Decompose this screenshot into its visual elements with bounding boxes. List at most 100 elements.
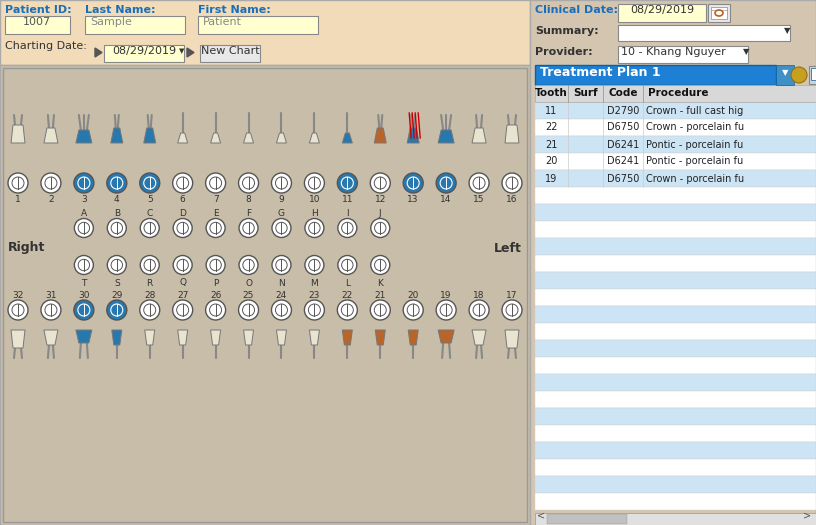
Polygon shape — [375, 128, 386, 143]
Text: ▼: ▼ — [180, 48, 184, 54]
Text: 5: 5 — [147, 195, 153, 205]
Polygon shape — [472, 330, 486, 345]
Circle shape — [305, 218, 324, 237]
Text: J: J — [379, 208, 382, 217]
Text: 1: 1 — [16, 195, 21, 205]
Bar — [5, 16, 70, 34]
Circle shape — [304, 173, 325, 193]
Text: >: > — [803, 510, 811, 520]
Text: Summary:: Summary: — [535, 26, 599, 36]
Text: Surf: Surf — [573, 89, 598, 99]
Text: 17: 17 — [506, 290, 517, 299]
Text: Code: Code — [608, 89, 638, 99]
Text: 28: 28 — [144, 290, 155, 299]
Bar — [535, 374, 816, 391]
Bar — [535, 357, 816, 374]
Circle shape — [173, 173, 193, 193]
Circle shape — [140, 300, 160, 320]
Bar — [535, 221, 816, 238]
Text: 4: 4 — [114, 195, 120, 205]
Bar — [708, 4, 730, 22]
Circle shape — [140, 218, 159, 237]
Text: K: K — [377, 278, 384, 288]
Text: A: A — [81, 208, 87, 217]
Text: L: L — [345, 278, 350, 288]
Text: 25: 25 — [243, 290, 255, 299]
Text: D6241: D6241 — [607, 140, 639, 150]
Circle shape — [469, 300, 489, 320]
Polygon shape — [438, 330, 455, 343]
Bar — [200, 45, 260, 62]
Bar — [547, 514, 627, 524]
Circle shape — [370, 173, 390, 193]
Circle shape — [173, 218, 192, 237]
Circle shape — [338, 218, 357, 237]
Polygon shape — [44, 330, 58, 345]
Polygon shape — [375, 330, 385, 345]
Circle shape — [337, 300, 357, 320]
Text: 27: 27 — [177, 290, 188, 299]
Circle shape — [206, 256, 225, 275]
Text: 26: 26 — [210, 290, 221, 299]
Text: Right: Right — [8, 242, 46, 255]
Polygon shape — [11, 125, 25, 143]
Text: 19: 19 — [441, 290, 452, 299]
Text: O: O — [245, 278, 252, 288]
Bar — [535, 272, 816, 289]
Polygon shape — [111, 128, 122, 143]
Text: 30: 30 — [78, 290, 90, 299]
Bar — [535, 340, 816, 357]
Circle shape — [206, 218, 225, 237]
Circle shape — [272, 256, 291, 275]
Text: 7: 7 — [213, 195, 219, 205]
Text: I: I — [346, 208, 348, 217]
Text: Crown - full cast hig: Crown - full cast hig — [646, 106, 743, 116]
Text: 11: 11 — [342, 195, 353, 205]
Bar — [0, 0, 530, 65]
Text: First Name:: First Name: — [198, 5, 271, 15]
Circle shape — [41, 173, 61, 193]
Text: 9: 9 — [278, 195, 284, 205]
Bar — [530, 0, 816, 525]
Circle shape — [74, 256, 93, 275]
Bar — [535, 204, 816, 221]
Text: 24: 24 — [276, 290, 287, 299]
Bar — [104, 45, 184, 62]
Bar — [618, 4, 706, 22]
Text: Tooth: Tooth — [535, 89, 568, 99]
Bar — [198, 16, 318, 34]
Text: Q: Q — [180, 278, 186, 288]
Circle shape — [173, 300, 193, 320]
Circle shape — [791, 67, 807, 83]
Text: D: D — [180, 208, 186, 217]
Polygon shape — [178, 133, 188, 143]
Text: <: < — [537, 510, 545, 520]
Circle shape — [238, 300, 259, 320]
Bar — [535, 187, 816, 204]
Text: Pontic - porcelain fu: Pontic - porcelain fu — [646, 156, 743, 166]
Bar — [809, 66, 816, 84]
Text: 08/29/2019: 08/29/2019 — [112, 46, 176, 56]
Text: Left: Left — [494, 242, 522, 255]
Circle shape — [370, 218, 390, 237]
Text: 29: 29 — [111, 290, 122, 299]
Text: N: N — [278, 278, 285, 288]
Bar — [535, 170, 816, 187]
Circle shape — [436, 173, 456, 193]
Text: 8: 8 — [246, 195, 251, 205]
Circle shape — [272, 173, 291, 193]
Text: H: H — [311, 208, 317, 217]
Text: S: S — [114, 278, 120, 288]
Circle shape — [74, 173, 94, 193]
Text: 6: 6 — [180, 195, 185, 205]
Bar — [535, 323, 816, 340]
Circle shape — [8, 173, 28, 193]
Circle shape — [140, 173, 160, 193]
Text: B: B — [113, 208, 120, 217]
Bar — [618, 25, 790, 41]
Polygon shape — [343, 330, 353, 345]
Text: 08/29/2019: 08/29/2019 — [630, 5, 694, 15]
Polygon shape — [95, 48, 102, 57]
Circle shape — [403, 300, 424, 320]
Text: 13: 13 — [407, 195, 419, 205]
